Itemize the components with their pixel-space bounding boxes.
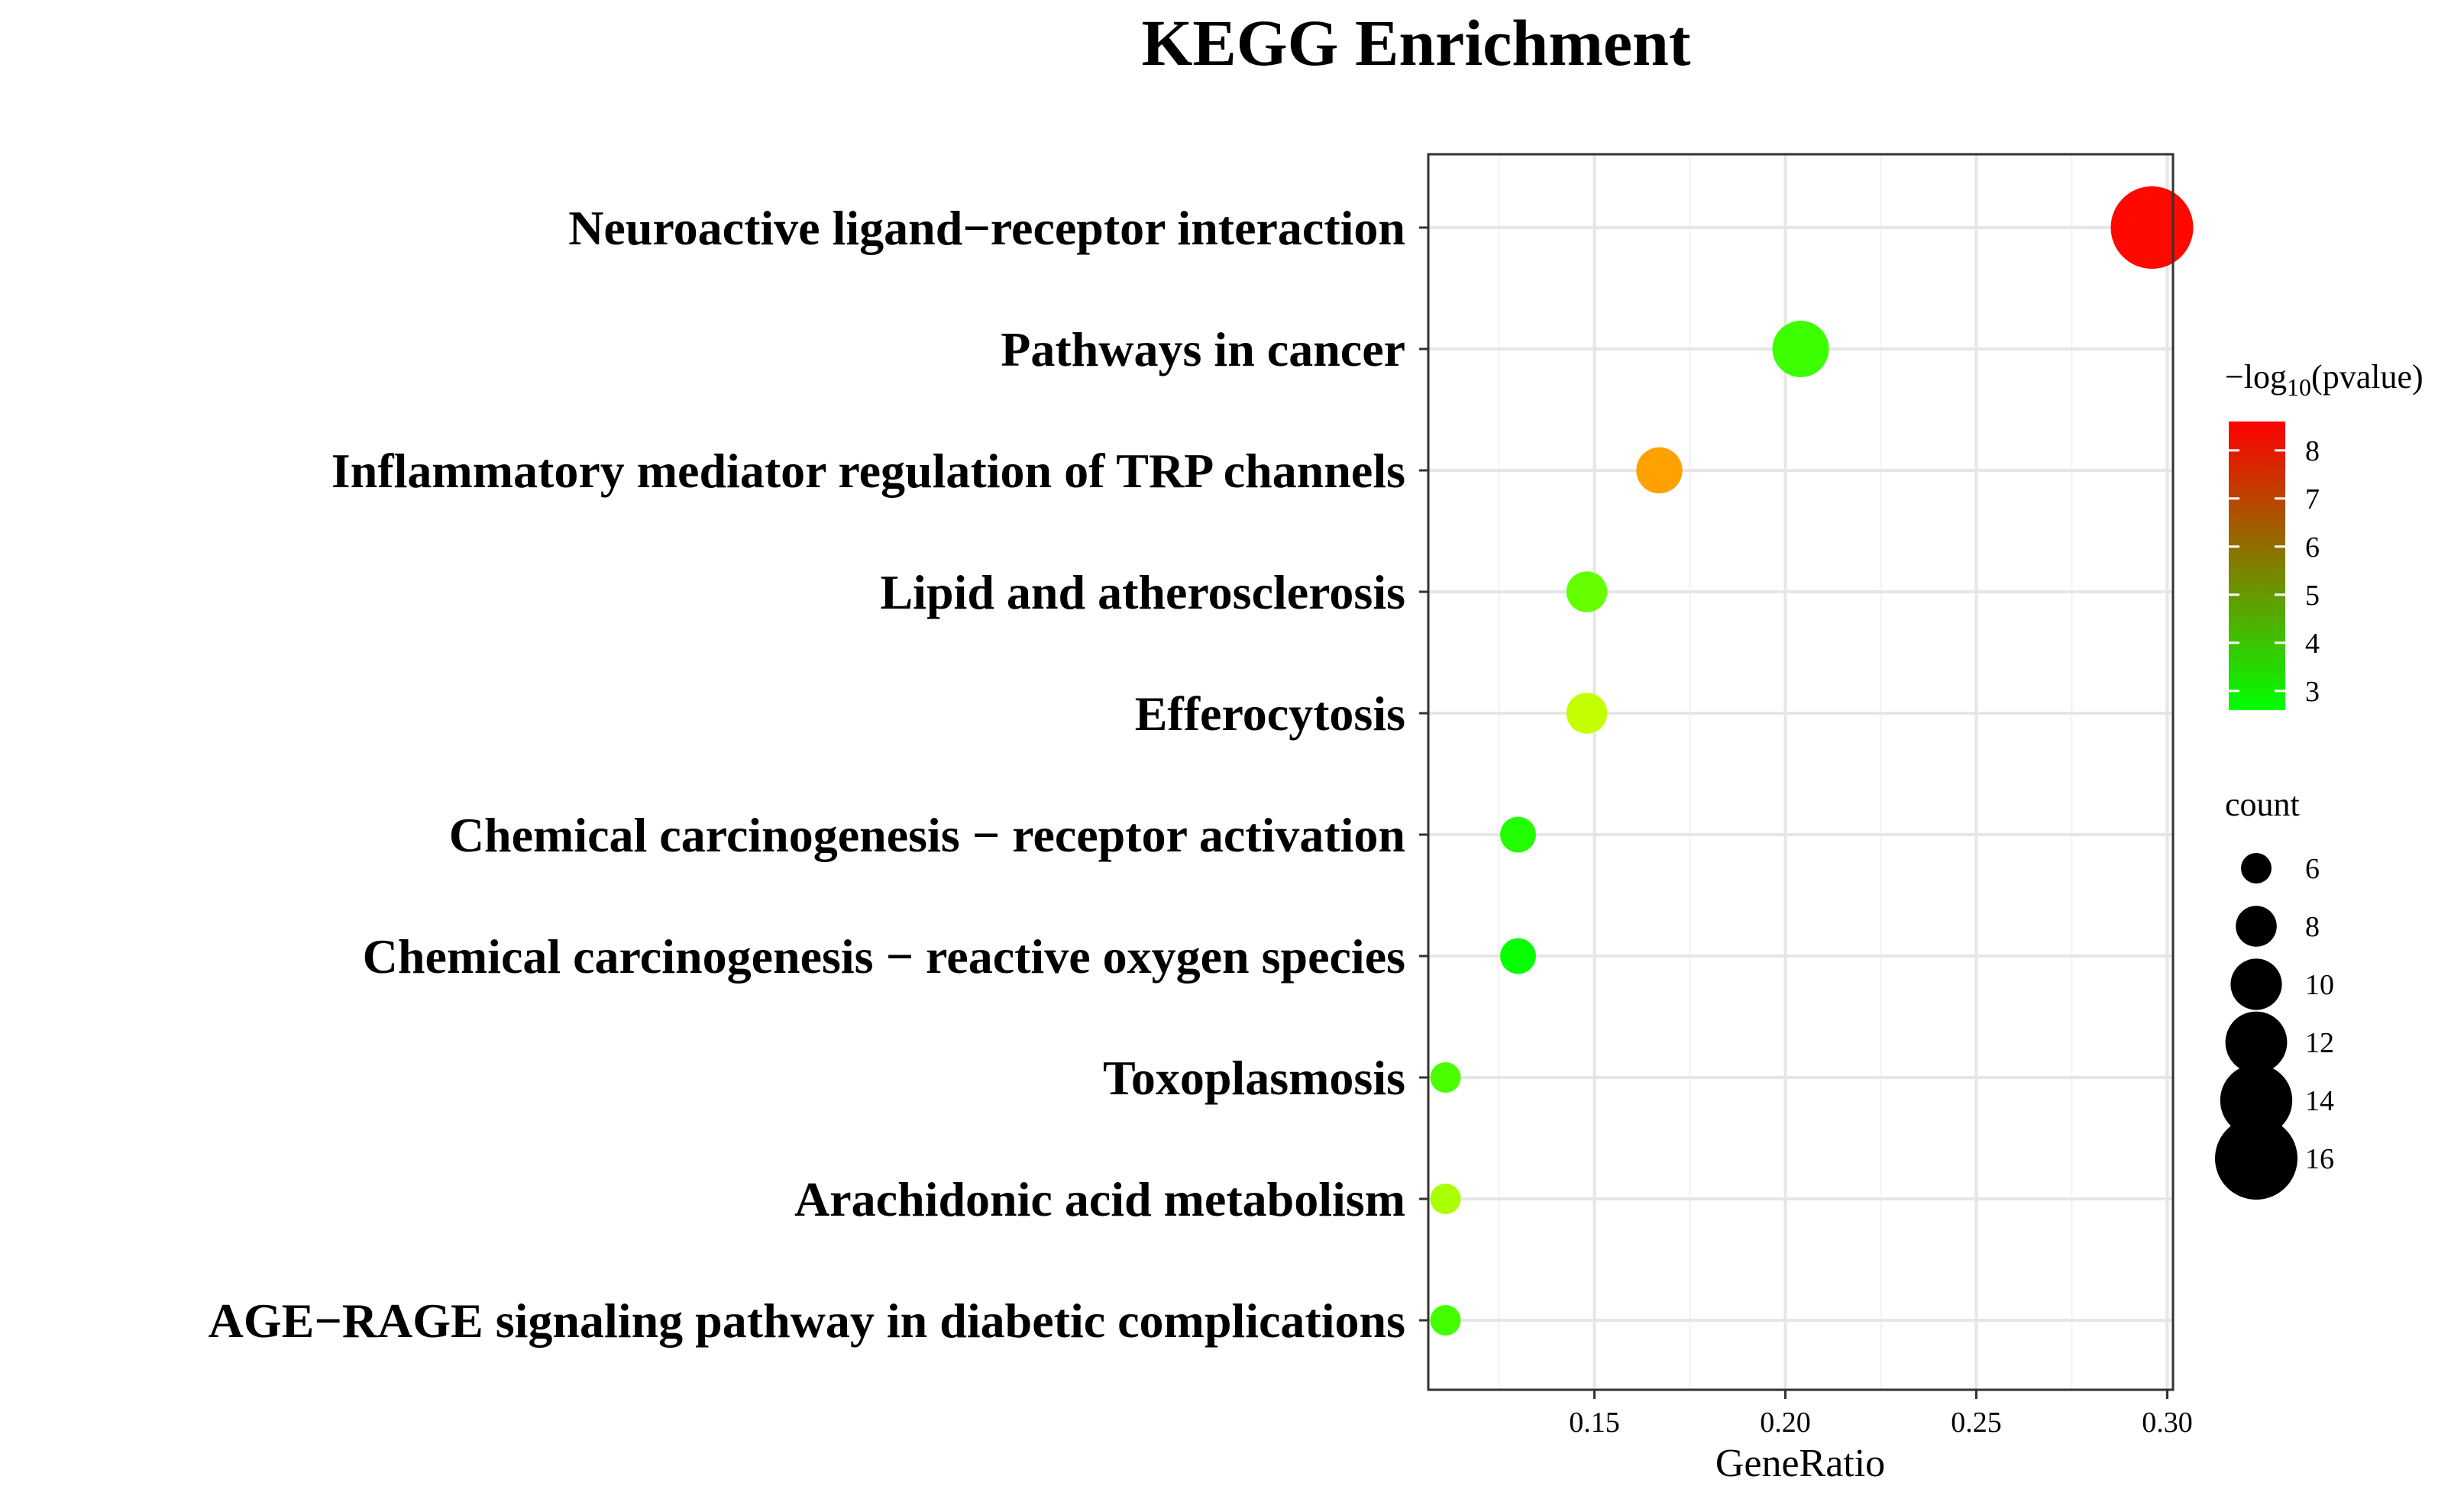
y-axis-categories: Neuroactive ligand−receptor interaction P… bbox=[209, 201, 1428, 1348]
x-tick-label-1: 0.20 bbox=[1760, 1407, 1811, 1439]
colorbar-ticks: 3 4 5 6 7 8 bbox=[2229, 435, 2320, 708]
plot-border bbox=[1427, 153, 2175, 1391]
category-label-7: Toxoplasmosis bbox=[1103, 1051, 1405, 1105]
size-legend-dot-2 bbox=[2230, 958, 2282, 1010]
size-legend: count 6 8 10 12 14 16 bbox=[2215, 786, 2334, 1200]
data-point-3 bbox=[1566, 571, 1608, 612]
x-axis-label: GeneRatio bbox=[1715, 1442, 1885, 1485]
category-label-8: Arachidonic acid metabolism bbox=[794, 1172, 1405, 1226]
category-label-9: AGE−RAGE signaling pathway in diabetic c… bbox=[209, 1294, 1405, 1348]
size-legend-dot-3 bbox=[2225, 1011, 2288, 1074]
colorbar-tick-label-1: 4 bbox=[2305, 628, 2320, 660]
category-label-6: Chemical carcinogenesis − reactive oxyge… bbox=[363, 929, 1405, 984]
data-point-9 bbox=[1430, 1305, 1461, 1336]
x-tick-label-0: 0.15 bbox=[1569, 1407, 1620, 1439]
data-point-1 bbox=[1772, 321, 1829, 377]
color-legend-title-prefix: −log bbox=[2225, 358, 2287, 396]
x-tick-label-3: 0.30 bbox=[2142, 1407, 2193, 1439]
size-legend-label-1: 8 bbox=[2305, 911, 2320, 943]
colorbar bbox=[2229, 422, 2285, 710]
data-point-8 bbox=[1430, 1184, 1461, 1214]
size-legend-keys: 6 8 10 12 14 16 bbox=[2215, 853, 2334, 1200]
colorbar-tick-label-3: 6 bbox=[2305, 531, 2320, 564]
data-point-2 bbox=[1636, 447, 1683, 494]
colorbar-tick-label-5: 8 bbox=[2305, 435, 2320, 467]
category-label-2: Inflammatory mediator regulation of TRP … bbox=[331, 444, 1405, 498]
size-legend-dot-4 bbox=[2220, 1064, 2293, 1137]
color-legend-title-subscript: 10 bbox=[2287, 373, 2311, 401]
data-point-0 bbox=[2110, 186, 2194, 269]
x-axis-ticks: 0.15 0.20 0.25 0.30 bbox=[1569, 1390, 2193, 1439]
size-legend-label-5: 16 bbox=[2305, 1143, 2334, 1175]
size-legend-dot-5 bbox=[2215, 1117, 2297, 1200]
category-label-1: Pathways in cancer bbox=[1001, 322, 1405, 376]
colorbar-tick-label-4: 7 bbox=[2305, 483, 2320, 515]
color-legend-title: −log10(pvalue) bbox=[2225, 358, 2424, 401]
size-legend-label-2: 10 bbox=[2305, 969, 2334, 1001]
chart-title: KEGG Enrichment bbox=[1141, 6, 1690, 79]
colorbar-tick-label-2: 5 bbox=[2305, 580, 2320, 612]
color-legend-title-suffix: (pvalue) bbox=[2311, 358, 2424, 396]
data-point-6 bbox=[1500, 938, 1536, 974]
category-label-3: Lipid and atherosclerosis bbox=[880, 565, 1405, 619]
data-point-4 bbox=[1566, 693, 1608, 734]
x-tick-label-2: 0.25 bbox=[1951, 1407, 2002, 1439]
data-point-7 bbox=[1430, 1062, 1461, 1093]
category-label-0: Neuroactive ligand−receptor interaction bbox=[568, 201, 1405, 255]
size-legend-dot-1 bbox=[2236, 906, 2277, 947]
size-legend-dot-0 bbox=[2241, 853, 2272, 884]
size-legend-label-4: 14 bbox=[2305, 1085, 2334, 1117]
size-legend-label-0: 6 bbox=[2305, 853, 2320, 885]
category-label-5: Chemical carcinogenesis − receptor activ… bbox=[449, 808, 1405, 862]
data-point-5 bbox=[1500, 816, 1536, 853]
size-legend-title: count bbox=[2225, 786, 2300, 823]
size-legend-label-3: 12 bbox=[2305, 1027, 2334, 1059]
color-legend: −log10(pvalue) 3 4 5 6 7 8 bbox=[2225, 358, 2424, 710]
category-label-4: Efferocytosis bbox=[1135, 686, 1405, 741]
colorbar-tick-label-0: 3 bbox=[2305, 676, 2320, 708]
